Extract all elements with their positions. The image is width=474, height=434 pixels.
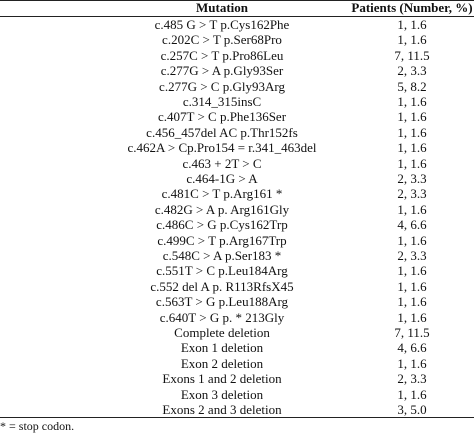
- table-cell: 1, 1.6: [397, 94, 427, 109]
- table-cell: c.407T > C p.Phe136Ser: [157, 109, 287, 125]
- table-cell: 2, 3.3: [397, 186, 427, 202]
- table-cell: Complete deletion: [174, 325, 270, 340]
- table-cell: c.277G > A p.Gly93Ser: [160, 63, 284, 79]
- table-cell: c.463 + 2T > C: [182, 155, 262, 171]
- table-cell: 1, 1.6: [397, 32, 427, 48]
- table-cell: c.314_315insC: [182, 94, 262, 109]
- table-cell: c.464-1G > A: [186, 171, 258, 186]
- table-cell: 3, 5.0: [397, 402, 427, 417]
- table-cell: 1, 1.6: [397, 355, 427, 371]
- table-cell: c.277G > C p.Gly93Arg: [159, 78, 285, 94]
- table-cell: Exons 2 and 3 deletion: [162, 402, 282, 417]
- table-cell: 1, 1.6: [397, 232, 427, 248]
- table-cell: c.481C > T p.Arg161 *: [161, 186, 283, 202]
- table-cell: 2, 3.3: [397, 248, 427, 263]
- table-cell: 1, 1.6: [397, 140, 427, 156]
- table-cell: 1, 1.6: [397, 386, 427, 402]
- table-cell: Exon 1 deletion: [180, 340, 264, 356]
- header-cell: Patients (Number, %): [351, 0, 473, 15]
- table-cell: c.456_457del AC p.Thr152fs: [146, 124, 298, 140]
- table-cell: c.563T > G p.Leu188Arg: [155, 294, 289, 310]
- table-cell: c.257C > T p.Pro86Leu: [160, 47, 284, 63]
- table-cell: c.499C > T p.Arg167Trp: [157, 232, 287, 248]
- header-rule: [0, 16, 474, 17]
- table-cell: 1, 1.6: [397, 294, 427, 310]
- table-cell: 4, 6.6: [397, 340, 427, 356]
- table-cell: c.482G > A p. Arg161Gly: [154, 201, 290, 217]
- table-cell: 1, 1.6: [397, 124, 427, 140]
- table-cell: 1, 1.6: [397, 201, 427, 217]
- table-cell: 1, 1.6: [397, 17, 427, 32]
- table-cell: 1, 1.6: [397, 278, 427, 294]
- table-cell: Exons 1 and 2 deletion: [162, 371, 282, 387]
- table-cell: 2, 3.3: [397, 63, 427, 79]
- table-cell: Exon 3 deletion: [180, 386, 264, 402]
- table-cell: Exon 2 deletion: [180, 355, 264, 371]
- table-cell: 5, 8.2: [397, 78, 427, 94]
- table-cell: 4, 6.6: [397, 217, 427, 233]
- header-cell: Mutation: [196, 0, 248, 15]
- top-rule: [0, 0, 474, 1]
- table-cell: c.552 del A p. R113RfsX45: [150, 278, 294, 294]
- table-cell: 1, 1.6: [397, 309, 427, 325]
- footnote: * = stop codon.: [0, 419, 75, 433]
- table-cell: c.486C > G p.Cys162Trp: [156, 217, 288, 233]
- table-cell: c.551T > C p.Leu184Arg: [156, 263, 288, 279]
- table-cell: c.640T > G p. * 213Gly: [159, 309, 285, 325]
- table-cell: c.462A > Cp.Pro154 = r.341_463del: [127, 140, 317, 156]
- table-cell: 1, 1.6: [397, 155, 427, 171]
- table-cell: c.202C > T p.Ser68Pro: [162, 32, 282, 48]
- table-cell: c.485 G > T p.Cys162Phe: [154, 17, 290, 32]
- table-cell: 2, 3.3: [397, 171, 427, 186]
- table-cell: 7, 11.5: [394, 325, 430, 340]
- table-cell: c.548C > A p.Ser183 *: [162, 248, 282, 263]
- bottom-rule: [0, 417, 474, 418]
- table-cell: 7, 11.5: [394, 47, 430, 63]
- table-cell: 1, 1.6: [397, 109, 427, 125]
- table-cell: 1, 1.6: [397, 263, 427, 279]
- table-cell: 2, 3.3: [397, 371, 427, 387]
